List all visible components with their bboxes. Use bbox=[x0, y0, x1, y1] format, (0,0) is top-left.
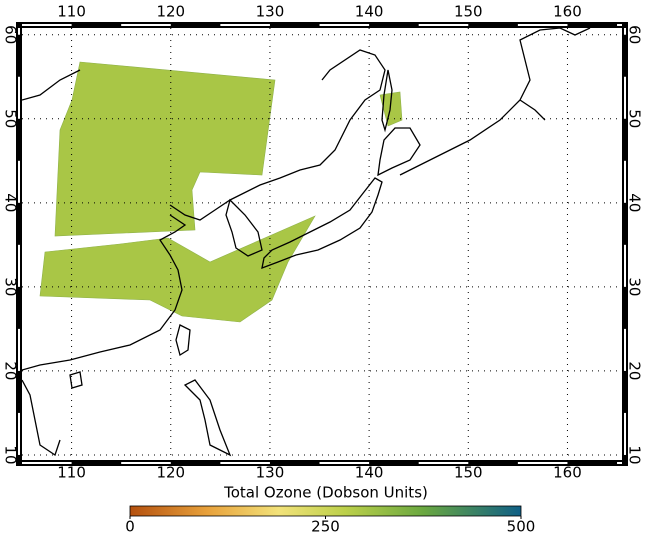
lat-tick-label: 50 bbox=[2, 109, 20, 128]
coastline bbox=[22, 324, 232, 457]
frame-segment bbox=[624, 412, 626, 455]
lat-tick-label: 50 bbox=[626, 109, 644, 128]
frame-segment bbox=[624, 76, 626, 119]
lon-tick-label: 120 bbox=[156, 3, 185, 21]
frame-segment bbox=[18, 76, 20, 119]
frame-segment bbox=[121, 24, 171, 26]
lon-tick-label: 140 bbox=[355, 464, 384, 482]
frame-segment bbox=[319, 24, 370, 26]
lat-tick-label: 20 bbox=[626, 361, 644, 380]
frame-segment bbox=[18, 160, 20, 203]
colorbar-tick-label: 250 bbox=[311, 518, 340, 536]
lon-tick-label: 150 bbox=[454, 464, 483, 482]
frame-segment bbox=[18, 328, 20, 371]
ozone-swath bbox=[379, 91, 403, 127]
lon-tick-label: 110 bbox=[57, 3, 86, 21]
coastline bbox=[261, 69, 421, 270]
lon-tick-label: 160 bbox=[553, 464, 582, 482]
frame-segment bbox=[220, 462, 270, 464]
colorbar-title: Total Ozone (Dobson Units) bbox=[223, 484, 428, 502]
frame-segment bbox=[220, 24, 270, 26]
map-frame bbox=[16, 22, 628, 466]
lat-tick-label: 60 bbox=[626, 25, 644, 44]
frame-segment bbox=[18, 28, 20, 35]
lon-tick-label: 140 bbox=[355, 3, 384, 21]
lon-tick-label: 130 bbox=[256, 3, 285, 21]
colorbar bbox=[129, 505, 522, 517]
lat-tick-label: 30 bbox=[2, 277, 20, 296]
frame-segment bbox=[624, 244, 626, 287]
coastline bbox=[399, 28, 591, 176]
frame-segment bbox=[624, 328, 626, 371]
frame-segment bbox=[617, 24, 622, 26]
lat-tick-label: 10 bbox=[2, 445, 20, 464]
lon-tick-label: 130 bbox=[256, 464, 285, 482]
coastline bbox=[22, 49, 386, 371]
coastline bbox=[225, 198, 263, 257]
axis-labels: 110 110 120 120 130 130 140 140 150 150 160 160 10 10… bbox=[2, 3, 644, 482]
frame-segment bbox=[418, 462, 469, 464]
colorbar-tick-label: 0 bbox=[125, 518, 135, 536]
frame-segment bbox=[418, 24, 469, 26]
frame-segment bbox=[624, 160, 626, 203]
colorbar-tick-label: 500 bbox=[507, 518, 536, 536]
frame-segment bbox=[319, 462, 370, 464]
lat-tick-label: 30 bbox=[626, 277, 644, 296]
frame-segment bbox=[18, 244, 20, 287]
lon-tick-label: 160 bbox=[553, 3, 582, 21]
frame-segment bbox=[624, 28, 626, 35]
lat-tick-label: 40 bbox=[2, 193, 20, 212]
lat-tick-label: 20 bbox=[2, 361, 20, 380]
frame-segment bbox=[22, 24, 72, 26]
lat-tick-label: 40 bbox=[626, 193, 644, 212]
lon-tick-label: 150 bbox=[454, 3, 483, 21]
frame-segment bbox=[22, 462, 72, 464]
lat-tick-label: 60 bbox=[2, 25, 20, 44]
frame-segment bbox=[18, 412, 20, 455]
lon-tick-label: 110 bbox=[57, 464, 86, 482]
frame-segment bbox=[617, 462, 622, 464]
lat-tick-label: 10 bbox=[626, 445, 644, 464]
frame-segment bbox=[121, 462, 171, 464]
ozone-swath bbox=[54, 61, 276, 237]
lon-tick-label: 120 bbox=[156, 464, 185, 482]
frame-segment bbox=[517, 24, 568, 26]
map-area bbox=[22, 28, 622, 460]
frame-segment bbox=[517, 462, 568, 464]
